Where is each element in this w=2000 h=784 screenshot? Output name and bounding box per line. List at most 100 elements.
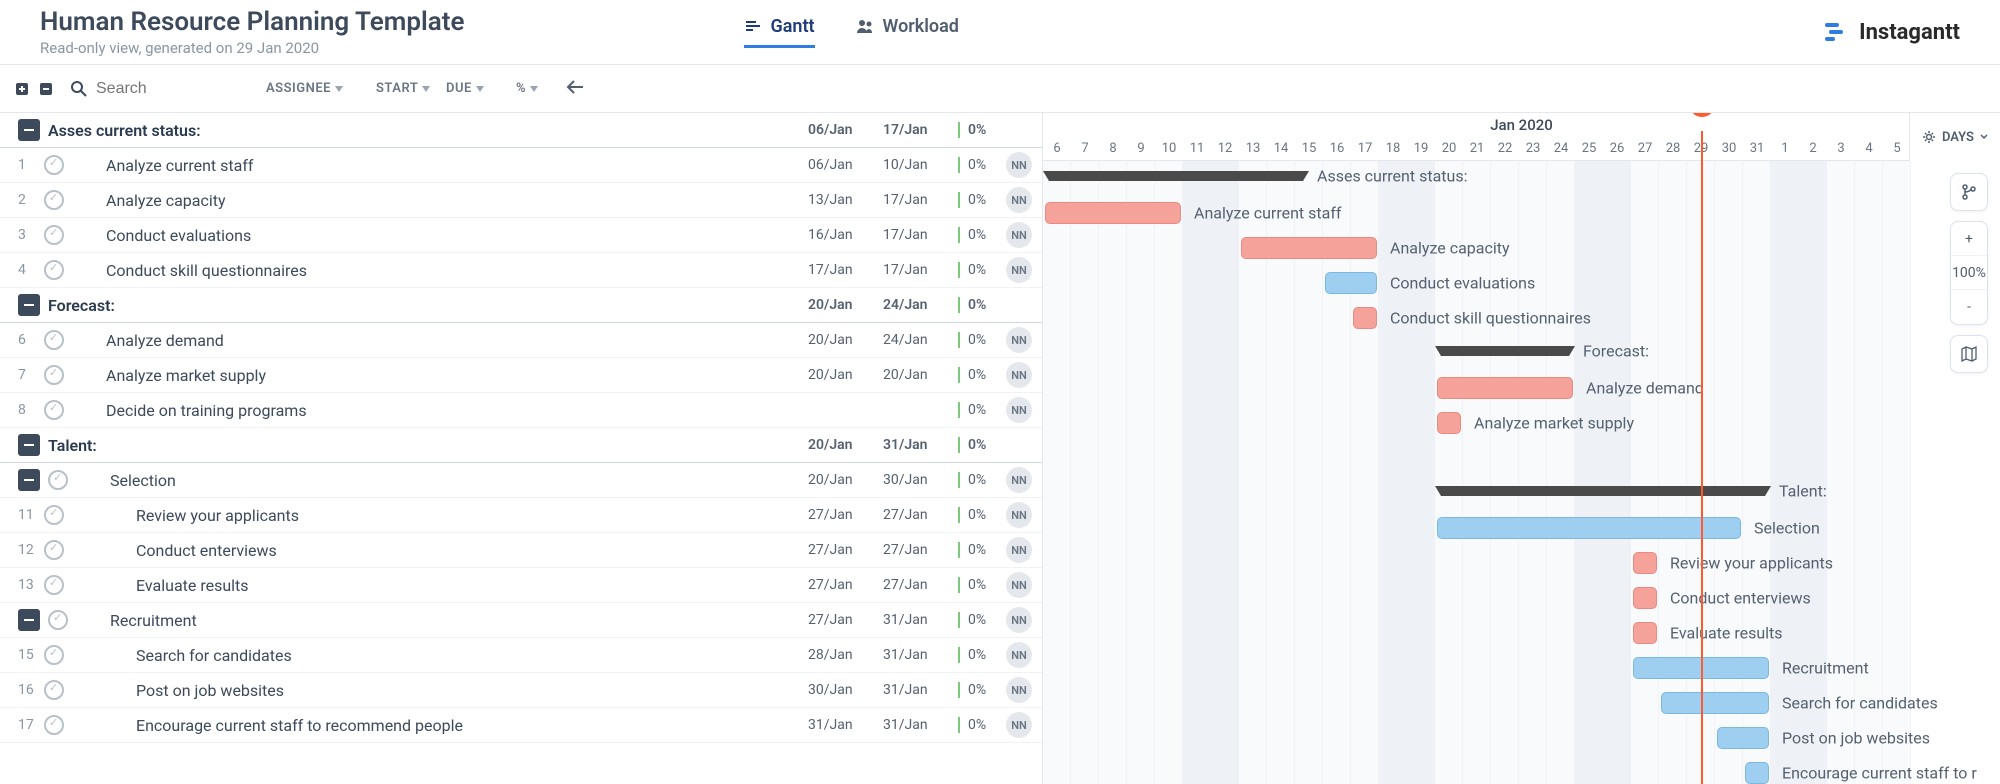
task-row[interactable]: Selection20/Jan30/Jan0%NN (0, 463, 1042, 498)
collapse-toggle[interactable] (18, 294, 40, 316)
task-name: Asses current status: (48, 121, 808, 140)
task-bar[interactable]: Analyze demand (1437, 377, 1573, 399)
search-input[interactable] (96, 80, 256, 98)
task-group-row[interactable]: Asses current status:06/Jan17/Jan0% (0, 113, 1042, 148)
task-bar[interactable]: Post on job websites (1717, 727, 1769, 749)
task-bar[interactable]: Conduct evaluations (1325, 272, 1377, 294)
row-number: 17 (18, 717, 44, 733)
status-icon[interactable] (48, 470, 68, 490)
avatar[interactable]: NN (1006, 537, 1032, 563)
scale-selector[interactable]: DAYS (1909, 113, 2000, 161)
task-row[interactable]: 7Analyze market supply20/Jan20/Jan0%NN (0, 358, 1042, 393)
avatar[interactable]: NN (1006, 607, 1032, 633)
collapse-toggle[interactable] (18, 119, 40, 141)
avatar[interactable]: NN (1006, 222, 1032, 248)
avatar[interactable]: NN (1006, 257, 1032, 283)
task-row[interactable]: 6Analyze demand20/Jan24/Jan0%NN (0, 323, 1042, 358)
tab-gantt[interactable]: Gantt (744, 16, 814, 48)
collapse-all-button[interactable] (36, 79, 56, 99)
status-icon[interactable] (44, 680, 64, 700)
expand-all-button[interactable] (12, 79, 32, 99)
status-icon[interactable] (44, 575, 64, 595)
task-name: Forecast: (48, 296, 808, 315)
task-row[interactable]: 12Conduct enterviews27/Jan27/Jan0%NN (0, 533, 1042, 568)
status-icon[interactable] (44, 365, 64, 385)
avatar[interactable]: NN (1006, 642, 1032, 668)
status-icon[interactable] (44, 330, 64, 350)
group-bar[interactable]: Talent: (1441, 486, 1765, 496)
avatar[interactable]: NN (1006, 572, 1032, 598)
task-bar[interactable]: Search for candidates (1661, 692, 1769, 714)
avatar[interactable]: NN (1006, 677, 1032, 703)
task-row[interactable]: 11Review your applicants27/Jan27/Jan0%NN (0, 498, 1042, 533)
avatar[interactable]: NN (1006, 362, 1032, 388)
avatar[interactable]: NN (1006, 712, 1032, 738)
day-header: 18 (1379, 141, 1407, 156)
avatar[interactable]: NN (1006, 467, 1032, 493)
day-header: 16 (1323, 141, 1351, 156)
task-row[interactable]: 8Decide on training programs0%NN (0, 393, 1042, 428)
avatar[interactable]: NN (1006, 187, 1032, 213)
task-name: Analyze capacity (76, 191, 808, 210)
collapse-toggle[interactable] (18, 609, 40, 631)
task-row[interactable]: 16Post on job websites30/Jan31/Jan0%NN (0, 673, 1042, 708)
gantt-row: Forecast: (1043, 336, 2000, 371)
task-bar[interactable]: Analyze capacity (1241, 237, 1377, 259)
collapse-toggle[interactable] (18, 469, 40, 491)
task-bar[interactable]: Review your applicants (1633, 552, 1657, 574)
task-bar[interactable]: Conduct skill questionnaires (1353, 307, 1377, 329)
assignee-cell: NN (1006, 712, 1042, 738)
task-row[interactable]: 17Encourage current staff to recommend p… (0, 708, 1042, 743)
col-pct[interactable]: % (506, 81, 556, 96)
group-bar[interactable]: Asses current status: (1049, 171, 1303, 181)
task-row[interactable]: 1Analyze current staff06/Jan10/Jan0%NN (0, 148, 1042, 183)
task-row[interactable]: 15Search for candidates28/Jan31/Jan0%NN (0, 638, 1042, 673)
brand[interactable]: Instagantt (1823, 19, 1960, 45)
status-icon[interactable] (44, 540, 64, 560)
task-row[interactable]: Recruitment27/Jan31/Jan0%NN (0, 603, 1042, 638)
status-icon[interactable] (48, 610, 68, 630)
task-group-row[interactable]: Forecast:20/Jan24/Jan0% (0, 288, 1042, 323)
avatar[interactable]: NN (1006, 502, 1032, 528)
map-button[interactable] (1950, 335, 1988, 373)
task-group-row[interactable]: Talent:20/Jan31/Jan0% (0, 428, 1042, 463)
task-row[interactable]: 3Conduct evaluations16/Jan17/Jan0%NN (0, 218, 1042, 253)
zoom-in-button[interactable]: + (1951, 222, 1987, 256)
task-bar[interactable]: Analyze market supply (1437, 412, 1461, 434)
task-bar[interactable]: Selection (1437, 517, 1741, 539)
task-row[interactable]: 2Analyze capacity13/Jan17/Jan0%NN (0, 183, 1042, 218)
side-tools: + 100% - (1950, 173, 1988, 373)
avatar[interactable]: NN (1006, 327, 1032, 353)
status-icon[interactable] (44, 190, 64, 210)
task-bar[interactable]: Conduct enterviews (1633, 587, 1657, 609)
task-bar[interactable]: Analyze current staff (1045, 202, 1181, 224)
bar-label: Analyze market supply (1474, 414, 1634, 433)
col-start[interactable]: START (366, 81, 436, 96)
start-date: 06/Jan (808, 157, 883, 173)
pct-complete: 0% (958, 682, 1006, 698)
due-date: 31/Jan (883, 437, 958, 453)
status-icon[interactable] (44, 260, 64, 280)
zoom-out-button[interactable]: - (1951, 290, 1987, 324)
task-bar[interactable]: Evaluate results (1633, 622, 1657, 644)
status-icon[interactable] (44, 645, 64, 665)
status-icon[interactable] (44, 715, 64, 735)
tab-workload[interactable]: Workload (855, 16, 959, 48)
gantt-body[interactable]: 29Asses current status:Analyze current s… (1043, 161, 2000, 784)
group-bar[interactable]: Forecast: (1441, 346, 1569, 356)
status-icon[interactable] (44, 505, 64, 525)
col-due[interactable]: DUE (436, 81, 506, 96)
status-icon[interactable] (44, 155, 64, 175)
task-bar[interactable]: Encourage current staff to r (1745, 762, 1769, 784)
collapse-toggle[interactable] (18, 434, 40, 456)
task-row[interactable]: 13Evaluate results27/Jan27/Jan0%NN (0, 568, 1042, 603)
back-arrow-button[interactable] (566, 80, 584, 98)
branch-button[interactable] (1950, 173, 1988, 211)
avatar[interactable]: NN (1006, 397, 1032, 423)
status-icon[interactable] (44, 400, 64, 420)
avatar[interactable]: NN (1006, 152, 1032, 178)
task-name: Conduct enterviews (76, 541, 808, 560)
status-icon[interactable] (44, 225, 64, 245)
col-assignee[interactable]: ASSIGNEE (256, 81, 366, 96)
task-row[interactable]: 4Conduct skill questionnaires17/Jan17/Ja… (0, 253, 1042, 288)
